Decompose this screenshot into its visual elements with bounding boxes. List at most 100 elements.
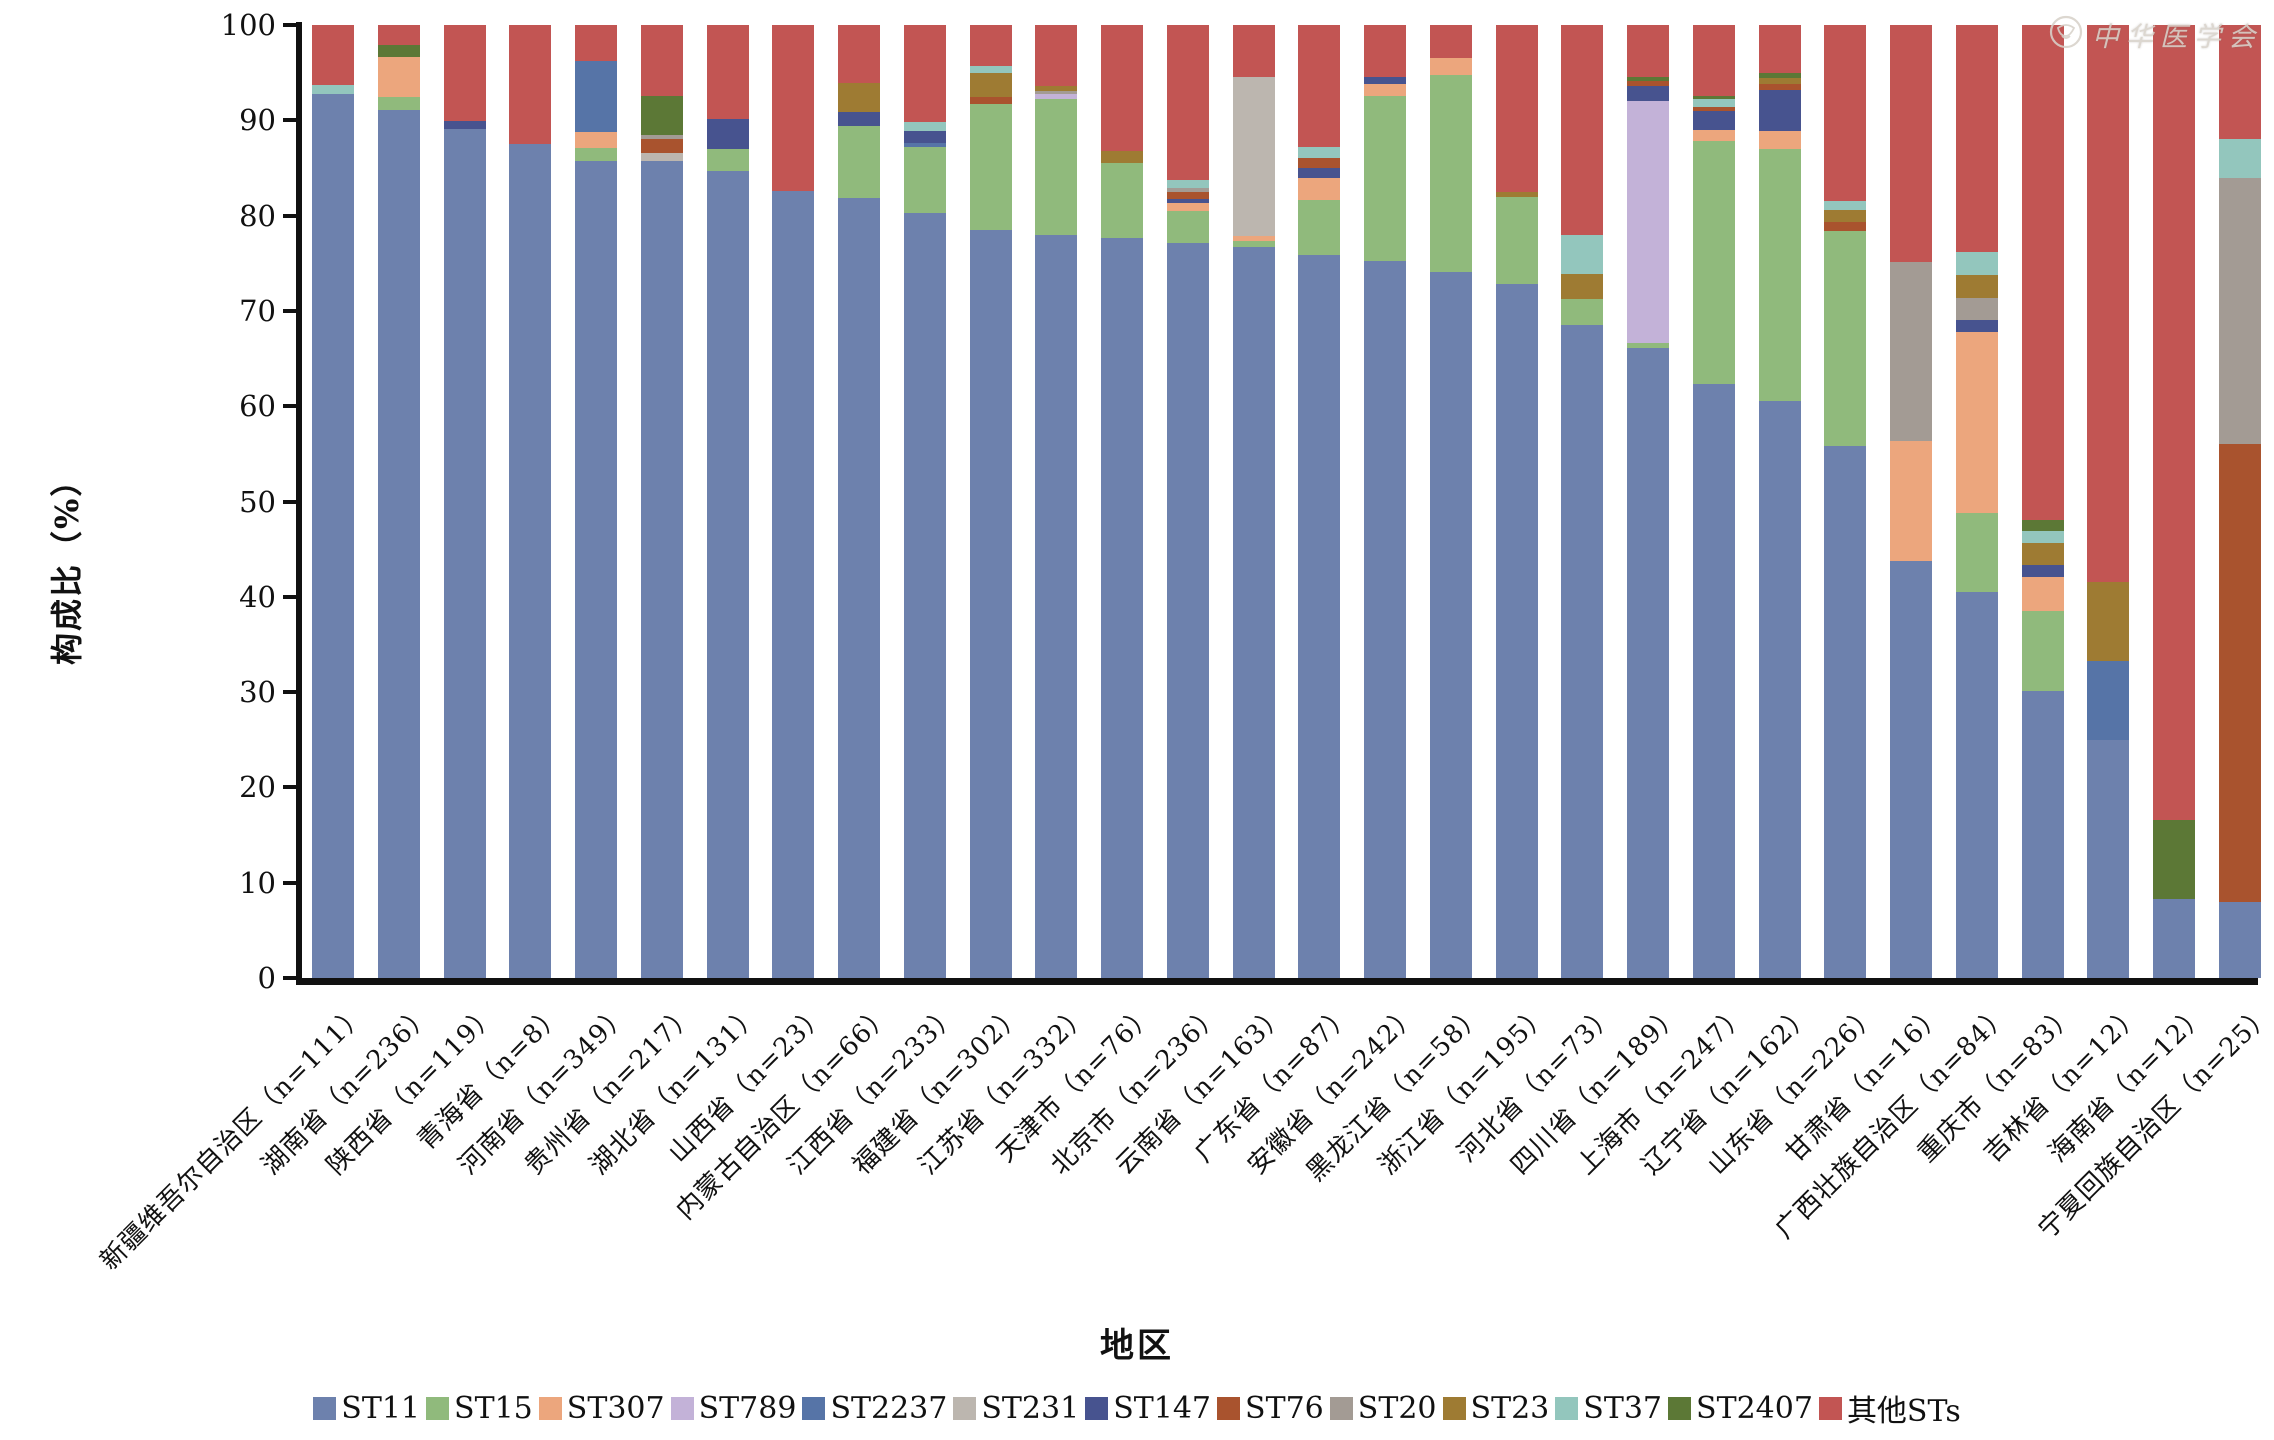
- bar-segment-ST307: [1166, 203, 1209, 211]
- legend-label: 其他STs: [1846, 1394, 1961, 1429]
- bar-column-17: [1364, 25, 1406, 978]
- bar-segment-ST76: [1166, 191, 1209, 200]
- bar-segment-ST76: [1298, 157, 1341, 168]
- bar-segment-其他STs: [1561, 25, 1604, 235]
- bar-segment-ST11: [1495, 284, 1538, 978]
- bar-segment-ST76: [2218, 444, 2261, 902]
- bar-column-9: [838, 25, 880, 978]
- legend-swatch-icon: [953, 1396, 977, 1420]
- bar-segment-ST20: [2218, 177, 2261, 445]
- bar-segment-ST11: [575, 161, 617, 978]
- bar-column-2: [377, 25, 420, 978]
- bar-column-23: [1758, 25, 1801, 978]
- bar-segment-ST15: [1495, 196, 1538, 285]
- y-tick-label: 70: [239, 293, 276, 328]
- bar-segment-ST307: [1232, 235, 1275, 242]
- bar-segment-其他STs: [1824, 25, 1867, 202]
- bar-segment-ST307: [377, 57, 420, 98]
- bar-segment-其他STs: [1890, 25, 1932, 263]
- bar-segment-ST20: [640, 134, 683, 140]
- bar-segment-其他STs: [903, 25, 946, 123]
- bar-segment-ST307: [2021, 576, 2064, 612]
- bar-segment-ST147: [1364, 76, 1406, 85]
- legend-item-ST2237: ST2237: [802, 1391, 947, 1426]
- bar-segment-ST15: [1166, 210, 1209, 244]
- y-axis-title: 构成比（%）: [48, 462, 86, 665]
- x-axis-spine: [296, 978, 2258, 985]
- bar-segment-ST20: [1890, 262, 1932, 442]
- bar-segment-ST11: [706, 170, 749, 978]
- bar-column-18: [1429, 25, 1472, 978]
- bar-column-21: [1627, 25, 1669, 978]
- bar-segment-ST11: [838, 198, 880, 978]
- bar-column-22: [1692, 25, 1735, 978]
- y-tick-mark: [283, 785, 297, 790]
- bar-segment-ST15: [1758, 148, 1801, 402]
- legend: ST11 ST15 ST307 ST789 ST2237 ST231 ST147 ST76 ST…: [0, 1386, 2274, 1430]
- legend-swatch-icon: [538, 1396, 562, 1420]
- bar-segment-ST11: [2218, 901, 2261, 978]
- bar-segment-ST11: [2021, 691, 2064, 978]
- bar-segment-ST147: [443, 121, 486, 129]
- x-axis-title: 地区: [1100, 1326, 1174, 1366]
- y-tick-mark: [283, 118, 297, 123]
- y-axis-spine: [296, 22, 302, 982]
- legend-item-ST147: ST147: [1085, 1391, 1211, 1426]
- bar-segment-ST20: [1166, 188, 1209, 192]
- legend-item-ST37: ST37: [1555, 1391, 1662, 1426]
- bar-segment-其他STs: [1166, 25, 1209, 181]
- bar-segment-ST11: [1429, 271, 1472, 978]
- legend-swatch-icon: [802, 1396, 826, 1420]
- bar-segment-其他STs: [969, 25, 1012, 67]
- bar-segment-ST37: [1692, 99, 1735, 108]
- bar-column-16: [1298, 25, 1341, 978]
- bar-column-12: [1035, 25, 1078, 978]
- y-tick-label: 60: [239, 389, 276, 424]
- bar-column-25: [1890, 25, 1932, 978]
- legend-swatch-icon: [670, 1396, 694, 1420]
- bar-segment-ST11: [640, 161, 683, 978]
- bar-segment-ST15: [575, 147, 617, 162]
- y-tick-mark: [283, 23, 297, 27]
- bar-segment-ST231: [640, 152, 683, 162]
- bar-segment-ST2407: [1692, 95, 1735, 100]
- bar-segment-ST23: [969, 72, 1012, 98]
- bar-segment-ST2237: [903, 143, 946, 147]
- legend-item-ST20: ST20: [1329, 1390, 1437, 1426]
- bar-column-15: [1232, 25, 1275, 978]
- bar-segment-其他STs: [772, 25, 815, 191]
- bar-segment-ST76: [1692, 107, 1735, 111]
- legend-item-其他STs: 其他STs: [1818, 1386, 1961, 1430]
- bar-segment-ST2407: [640, 95, 683, 135]
- bar-column-3: [443, 25, 486, 978]
- legend-label: ST147: [1113, 1390, 1212, 1426]
- bar-segment-ST23: [838, 83, 880, 112]
- bar-segment-其他STs: [2021, 25, 2064, 520]
- bar-segment-ST37: [1824, 201, 1867, 210]
- legend-item-ST15: ST15: [426, 1391, 533, 1426]
- bar-segment-ST15: [1955, 512, 1998, 593]
- bar-segment-ST15: [377, 97, 420, 110]
- bar-segment-ST11: [1824, 446, 1867, 978]
- bar-segment-ST15: [1627, 343, 1669, 349]
- bar-segment-ST11: [1561, 325, 1604, 978]
- bar-segment-ST37: [903, 122, 946, 131]
- legend-swatch-icon: [1668, 1396, 1692, 1420]
- bar-segment-ST147: [903, 130, 946, 144]
- bar-segment-ST76: [1824, 222, 1867, 231]
- legend-item-ST2407: ST2407: [1668, 1391, 1813, 1426]
- bar-segment-其他STs: [1232, 25, 1275, 78]
- bar-column-26: [1955, 25, 1998, 978]
- bar-segment-其他STs: [640, 25, 683, 96]
- bar-segment-ST231: [1232, 77, 1275, 236]
- bar-segment-ST15: [838, 126, 880, 199]
- legend-label: ST789: [698, 1390, 797, 1426]
- legend-label: ST20: [1357, 1390, 1437, 1426]
- bar-segment-其他STs: [312, 25, 354, 86]
- bar-segment-ST76: [640, 139, 683, 153]
- bar-segment-ST15: [1035, 99, 1078, 235]
- bar-column-8: [772, 25, 815, 978]
- bar-segment-ST147: [1298, 168, 1341, 179]
- legend-swatch-icon: [1555, 1396, 1579, 1420]
- legend-swatch-icon: [313, 1396, 337, 1420]
